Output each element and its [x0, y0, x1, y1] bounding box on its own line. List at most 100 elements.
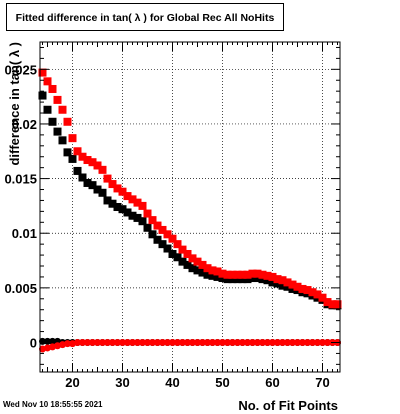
timestamp: Wed Nov 10 18:55:55 2021: [3, 400, 103, 409]
data-point-circle: [159, 338, 166, 346]
data-point-circle: [279, 338, 286, 346]
data-point-square: [253, 274, 262, 283]
data-point-circle: [179, 338, 186, 346]
grid-lines: [40, 42, 340, 372]
x-tick-label: 30: [115, 375, 129, 390]
data-point-square: [173, 253, 182, 262]
data-point-square: [53, 95, 62, 104]
data-point-circle: [44, 337, 51, 345]
data-point-circle: [114, 338, 121, 346]
data-point-square: [318, 293, 327, 302]
data-series: [38, 68, 342, 353]
data-point-square: [273, 275, 282, 284]
data-point-circle: [144, 338, 151, 346]
data-point-square: [68, 154, 77, 163]
y-tick-label: 0.005: [4, 281, 37, 296]
series-0-markers: [38, 91, 342, 310]
data-point-square: [198, 268, 207, 277]
data-point-circle: [314, 338, 321, 346]
data-point-circle: [104, 338, 111, 346]
data-point-square: [258, 270, 267, 279]
data-point-circle: [129, 338, 136, 346]
data-point-circle: [174, 338, 181, 346]
data-point-square: [203, 270, 212, 279]
data-point-circle: [319, 338, 326, 346]
data-point-circle: [324, 338, 331, 346]
data-point-circle: [219, 338, 226, 346]
data-point-square: [78, 173, 87, 182]
data-point-circle: [39, 337, 46, 345]
data-point-circle: [134, 338, 141, 346]
data-point-square: [283, 278, 292, 287]
data-point-square: [178, 245, 187, 254]
x-tick-label: 40: [165, 375, 179, 390]
data-point-square: [208, 271, 217, 280]
data-point-square: [238, 270, 247, 279]
plot-frame: [39, 41, 341, 373]
data-point-circle: [224, 338, 231, 346]
data-point-circle: [169, 338, 176, 346]
data-point-circle: [254, 338, 261, 346]
data-point-square: [198, 260, 207, 269]
data-point-square: [148, 216, 157, 225]
data-point-square: [163, 244, 172, 253]
data-point-square: [58, 136, 67, 145]
data-point-circle: [249, 338, 256, 346]
data-point-square: [213, 267, 222, 276]
data-point-square: [63, 117, 72, 126]
data-point-square: [138, 217, 147, 226]
data-point-square: [108, 199, 117, 208]
data-point-square: [283, 282, 292, 291]
data-point-circle: [234, 338, 241, 346]
data-point-circle: [184, 338, 191, 346]
data-point-circle: [89, 338, 96, 346]
data-point-circle: [269, 338, 276, 346]
data-point-square: [38, 68, 47, 77]
data-point-circle: [149, 338, 156, 346]
data-point-square: [148, 230, 157, 239]
data-point-square: [248, 274, 257, 283]
x-tick-label: 50: [215, 375, 229, 390]
data-point-square: [183, 249, 192, 258]
data-point-square: [248, 269, 257, 278]
y-tick-label: 0.025: [4, 62, 37, 77]
data-point-square: [43, 105, 52, 114]
data-point-circle: [244, 338, 251, 346]
data-point-circle: [299, 338, 306, 346]
data-point-square: [278, 276, 287, 285]
data-point-square: [83, 156, 92, 165]
data-point-square: [313, 290, 322, 299]
data-point-square: [93, 185, 102, 194]
data-point-square: [193, 266, 202, 275]
data-point-circle: [139, 338, 146, 346]
data-point-square: [193, 257, 202, 266]
data-point-circle: [119, 338, 126, 346]
data-point-circle: [204, 338, 211, 346]
data-point-circle: [49, 337, 56, 345]
data-point-square: [293, 282, 302, 291]
data-point-square: [163, 230, 172, 239]
data-point-circle: [214, 338, 221, 346]
data-point-square: [98, 165, 107, 174]
data-point-square: [203, 264, 212, 273]
data-point-square: [138, 201, 147, 210]
x-tick-label: 70: [315, 375, 329, 390]
data-point-square: [243, 270, 252, 279]
data-point-square: [128, 211, 137, 220]
data-point-square: [238, 275, 247, 284]
data-point-square: [153, 221, 162, 230]
data-point-square: [48, 117, 57, 126]
data-point-square: [88, 181, 97, 190]
data-point-square: [103, 196, 112, 205]
data-point-circle: [239, 338, 246, 346]
data-point-circle: [209, 338, 216, 346]
data-point-square: [268, 272, 277, 281]
data-point-square: [133, 213, 142, 222]
data-point-square: [103, 174, 112, 183]
data-point-square: [123, 208, 132, 217]
data-point-square: [173, 240, 182, 249]
data-point-square: [208, 266, 217, 275]
data-point-circle: [284, 338, 291, 346]
data-point-circle: [294, 338, 301, 346]
data-point-circle: [79, 338, 86, 346]
